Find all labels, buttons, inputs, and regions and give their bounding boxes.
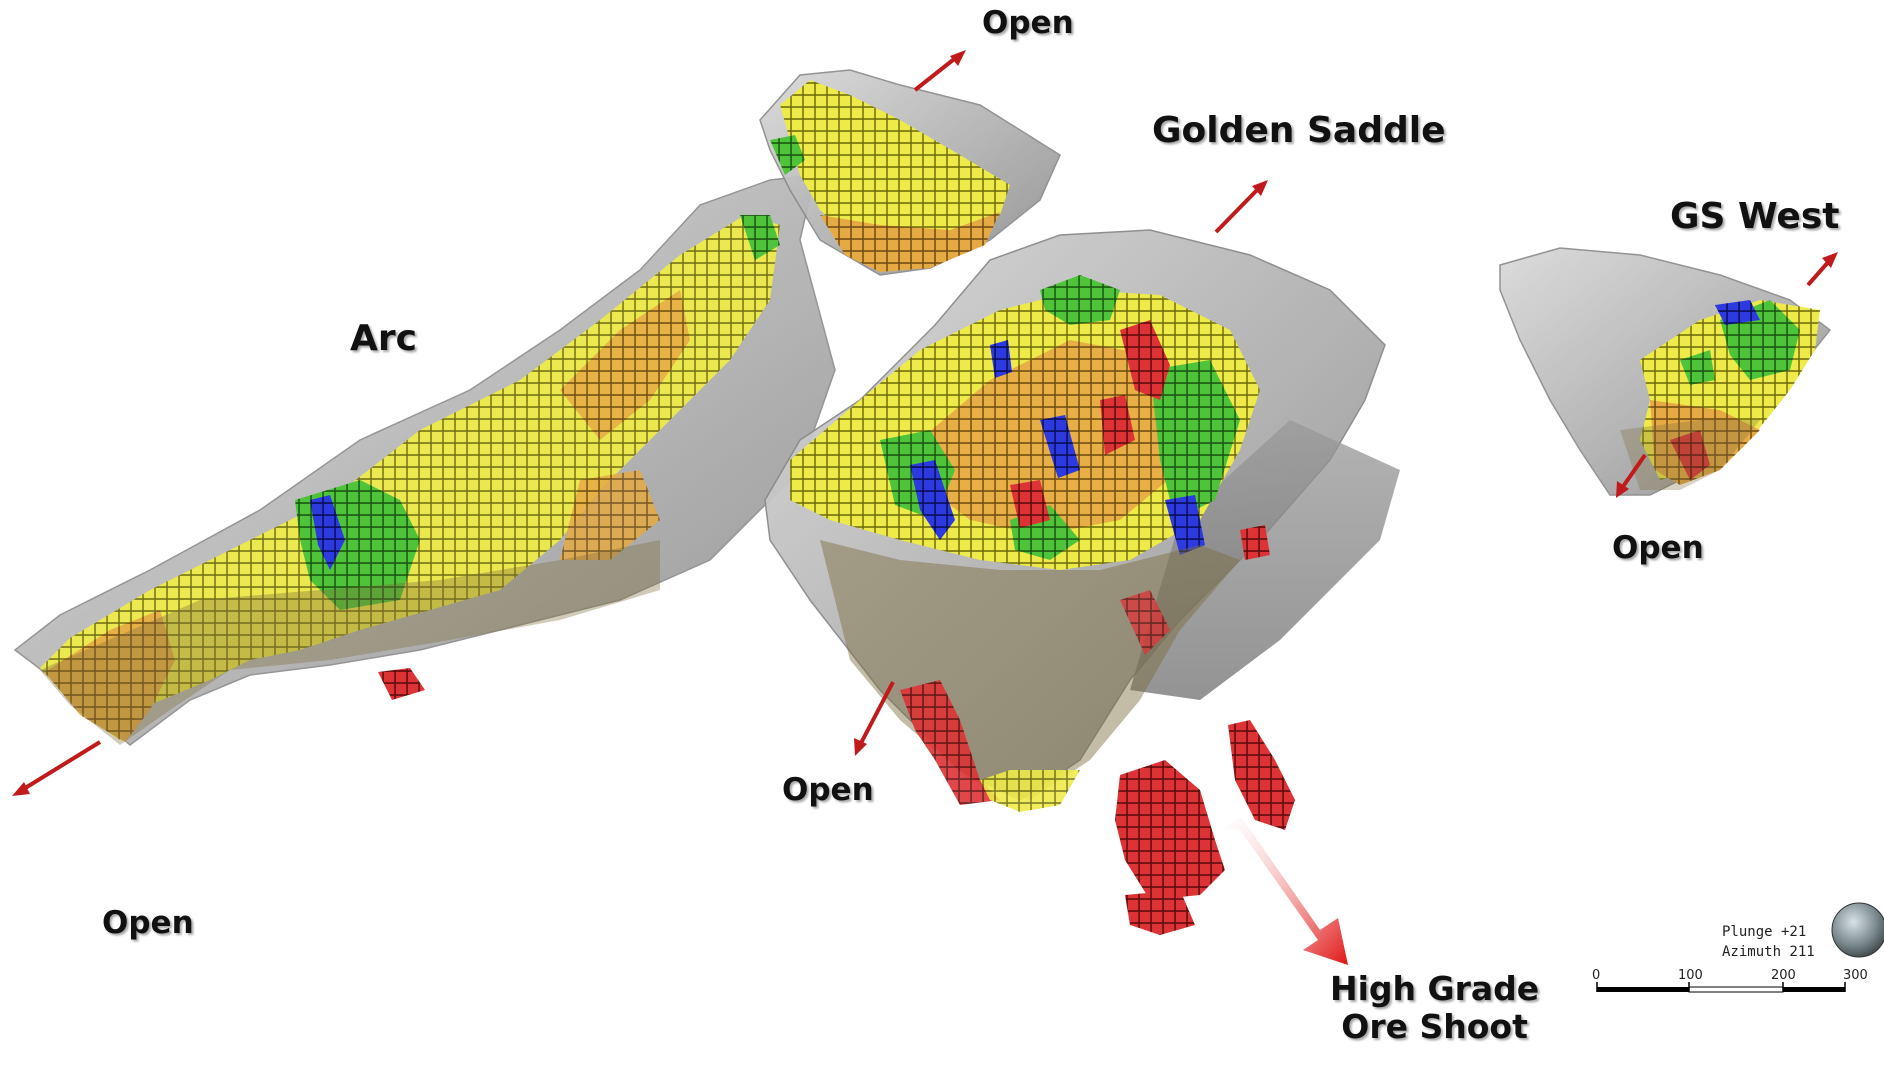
- azimuth-readout: Azimuth 211: [1722, 944, 1815, 960]
- gs-green-top: [1040, 275, 1120, 325]
- arc-lower-translucent: [40, 540, 660, 745]
- label-golden-saddle: Golden Saddle: [1152, 110, 1446, 151]
- gs-west-translucent: [1620, 420, 1760, 490]
- label-arc: Arc: [350, 318, 417, 359]
- gs-lower-red-scatter-2: [1120, 590, 1170, 655]
- gs-shell-right-dark: [1130, 420, 1400, 700]
- arrow-gs-west-ne-icon: [1806, 252, 1838, 287]
- scale-tick-0: 0: [1592, 968, 1601, 983]
- scale-tick-100: 100: [1678, 968, 1703, 983]
- label-open-center: Open: [782, 772, 874, 808]
- scale-tick-200: 200: [1771, 968, 1796, 983]
- scale-tick-300: 300: [1843, 968, 1868, 983]
- arc-yellow-blocks: [40, 215, 780, 740]
- gs-red-1: [1120, 320, 1170, 400]
- arc-orange-zone: [45, 610, 175, 742]
- label-gs-west: GS West: [1670, 196, 1840, 237]
- gs-lower-red-scatter: [900, 680, 1000, 805]
- label-high-grade-line1: High Grade: [1330, 969, 1540, 1008]
- orientation-sphere-icon: [1831, 902, 1884, 958]
- arc-green-zone-2: [740, 215, 780, 260]
- gs-blue-3: [1040, 415, 1080, 478]
- arrow-gs-west-sw-icon: [1616, 453, 1647, 498]
- label-high-grade-line2: Ore Shoot: [1341, 1006, 1528, 1046]
- arrow-gs-center-icon: [854, 681, 895, 756]
- gs-west-blue: [1715, 300, 1760, 325]
- arc-red-blocks: [378, 668, 425, 700]
- open-arrows: [12, 50, 1838, 796]
- gs-blue-4: [1165, 495, 1205, 555]
- arrow-golden-saddle-icon: [1214, 180, 1268, 234]
- gs-red-shoot-3: [1228, 720, 1295, 830]
- gs-blue-1: [990, 340, 1012, 378]
- gs-west-orebody: [1499, 247, 1832, 496]
- golden-saddle-orebody: [764, 229, 1400, 935]
- gs-red-shoot-2: [1125, 890, 1195, 935]
- gs-lower-yellow-rim: [980, 770, 1080, 812]
- arc-orange-zone-2: [560, 290, 690, 440]
- scale-bar: [1596, 982, 1846, 993]
- plunge-readout: Plunge +21: [1722, 924, 1807, 940]
- gs-red-2: [1100, 395, 1135, 455]
- gs-west-green-2: [1680, 350, 1715, 385]
- label-open-left: Open: [102, 905, 194, 941]
- arrow-arc-left-icon: [12, 740, 102, 796]
- top-orebody: [759, 69, 1061, 276]
- arc-orange-zone-3: [560, 470, 660, 560]
- arc-blue-zone: [310, 495, 345, 570]
- arc-orebody: [13, 174, 836, 746]
- gs-red-4: [1240, 525, 1270, 560]
- gs-west-red: [1670, 430, 1710, 480]
- gs-west-orange: [1650, 400, 1760, 485]
- arrow-top-icon: [913, 50, 966, 92]
- top-yellow-blocks: [780, 80, 1010, 262]
- label-open-gs-west: Open: [1612, 530, 1704, 566]
- gs-green-mid: [1150, 360, 1240, 520]
- label-open-top: Open: [982, 5, 1074, 41]
- top-green-blocks: [770, 135, 805, 175]
- gs-red-shoot-1: [1115, 760, 1225, 900]
- top-orange-blocks: [820, 212, 1000, 272]
- gs-blue-2: [910, 460, 955, 540]
- high-grade-arrow-icon: [1218, 818, 1348, 965]
- label-high-grade-ore-shoot: High Grade Ore Shoot: [1330, 970, 1539, 1046]
- gs-red-3: [1010, 480, 1050, 528]
